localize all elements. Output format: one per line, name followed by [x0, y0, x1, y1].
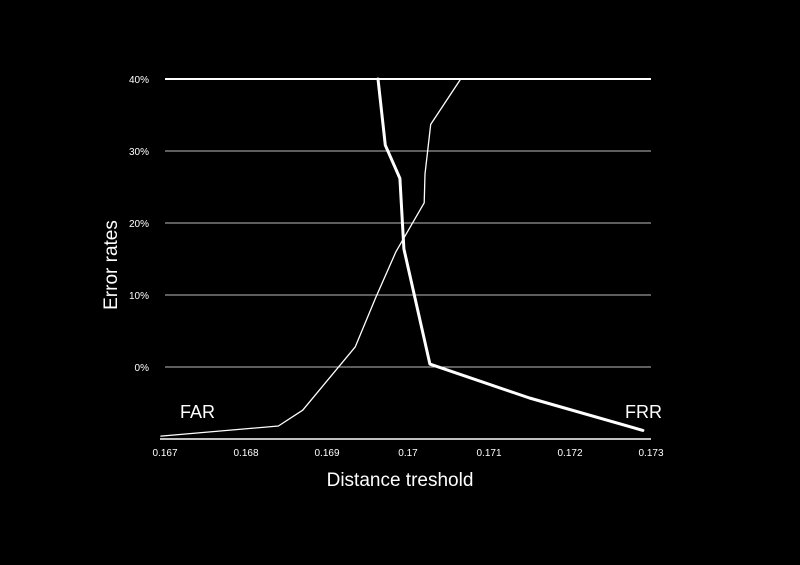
y-tick-label: 10%	[129, 291, 149, 302]
y-tick-label: 0%	[135, 363, 150, 374]
x-axis-title: Distance treshold	[327, 470, 474, 491]
x-tick-label: 0.172	[557, 448, 582, 459]
x-tick-label: 0.167	[152, 448, 177, 459]
series-line-frr	[376, 77, 645, 432]
x-tick-label: 0.17	[398, 448, 418, 459]
x-tick-label: 0.168	[233, 448, 258, 459]
y-axis-title: Error rates	[101, 220, 122, 310]
x-tick-label: 0.171	[476, 448, 501, 459]
x-tick-label: 0.169	[314, 448, 339, 459]
y-axis-ticks: 0% 10% 20% 30% 40%	[129, 75, 149, 374]
x-tick-label: 0.173	[638, 448, 663, 459]
y-tick-label: 30%	[129, 147, 149, 158]
y-tick-label: 40%	[129, 75, 149, 86]
y-tick-label: 20%	[129, 219, 149, 230]
far-label: FAR	[180, 402, 215, 422]
chart-series	[160, 77, 645, 437]
chart-grid	[165, 78, 651, 368]
frr-label: FRR	[625, 402, 662, 422]
series-line-far	[160, 78, 462, 437]
x-axis-ticks: 0.167 0.168 0.169 0.17 0.171 0.172 0.173	[152, 448, 663, 459]
